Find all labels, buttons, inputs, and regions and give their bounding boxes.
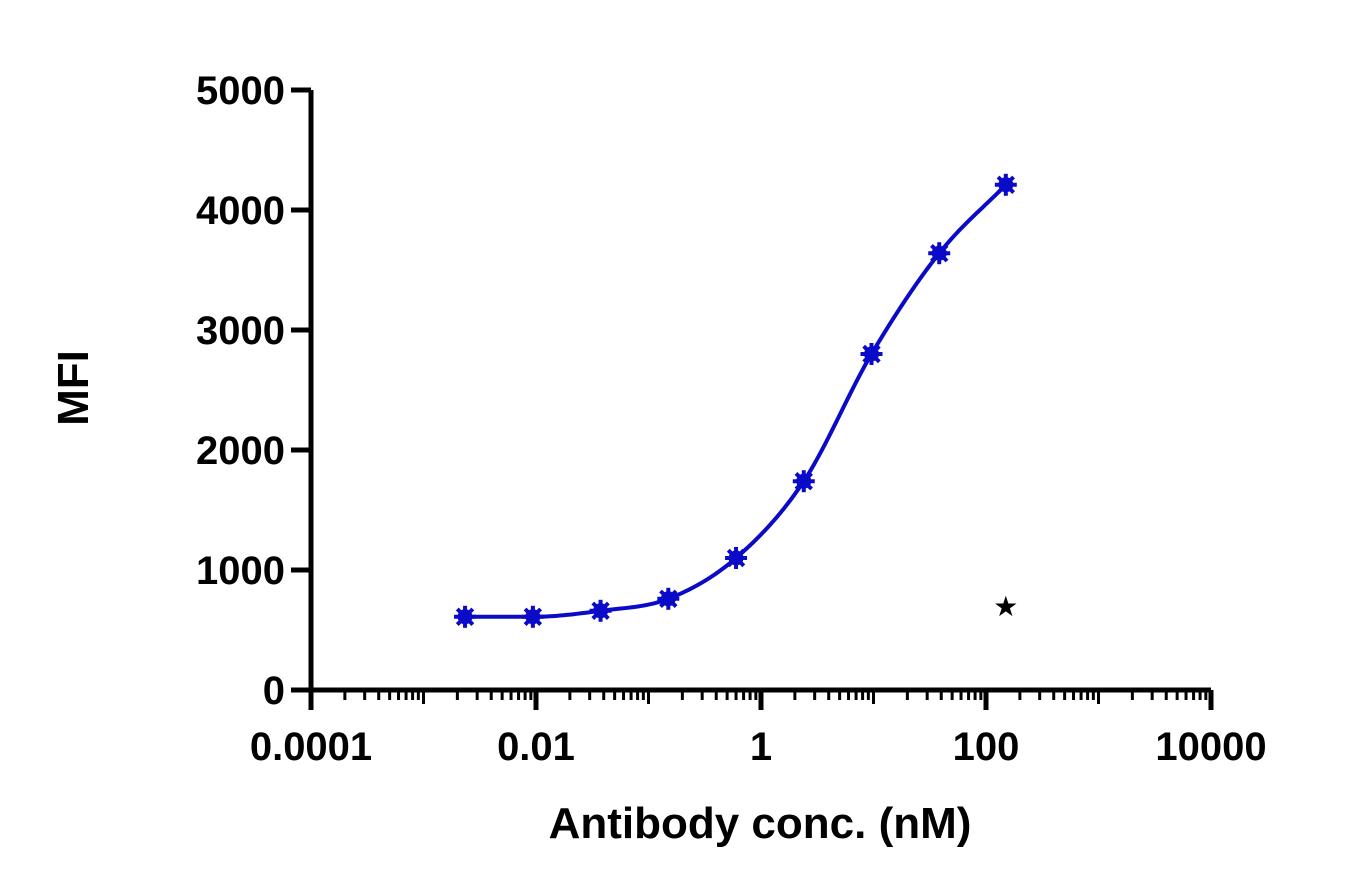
x-tick-label: 0.01: [497, 725, 575, 769]
data-point: [994, 173, 1017, 196]
data-point: [792, 470, 815, 493]
data-point: [454, 605, 477, 628]
y-tick-label: 2000: [196, 429, 285, 473]
data-point: [657, 587, 680, 610]
data-point-spoke: [659, 589, 678, 608]
y-tick-label: 3000: [196, 309, 285, 353]
star-annotation: ★: [993, 590, 1018, 623]
data-point-spoke: [794, 472, 813, 491]
y-axis-title: MFI: [49, 350, 98, 426]
data-point-spoke: [996, 175, 1016, 194]
y-tick-label: 1000: [196, 549, 285, 593]
data-point: [860, 343, 883, 365]
x-tick-label: 0.0001: [250, 725, 372, 769]
data-points-layer: [454, 173, 1017, 628]
x-axis-title: Antibody conc. (nM): [549, 799, 972, 848]
data-point-spoke: [862, 344, 881, 364]
data-point-spoke: [591, 601, 610, 620]
data-point-spoke: [930, 244, 949, 263]
y-tick-label: 5000: [196, 69, 285, 113]
x-tick-label: 100: [953, 725, 1020, 769]
data-point: [725, 547, 748, 569]
axes: 0 1000 2000 3000 4000 5000 0.0001 0.01 1 100 10000: [196, 69, 1267, 769]
x-tick-label: 1: [750, 725, 772, 769]
data-point: [928, 242, 951, 265]
y-tick-label: 4000: [196, 189, 285, 233]
data-point-spoke: [726, 548, 746, 568]
data-point: [521, 605, 544, 628]
annotation-layer: ★: [993, 590, 1018, 623]
data-point: [589, 599, 612, 622]
data-point-spoke: [523, 607, 543, 626]
data-point-spoke: [455, 607, 475, 626]
y-tick-label: 0: [263, 669, 285, 713]
x-tick-label: 10000: [1155, 725, 1266, 769]
